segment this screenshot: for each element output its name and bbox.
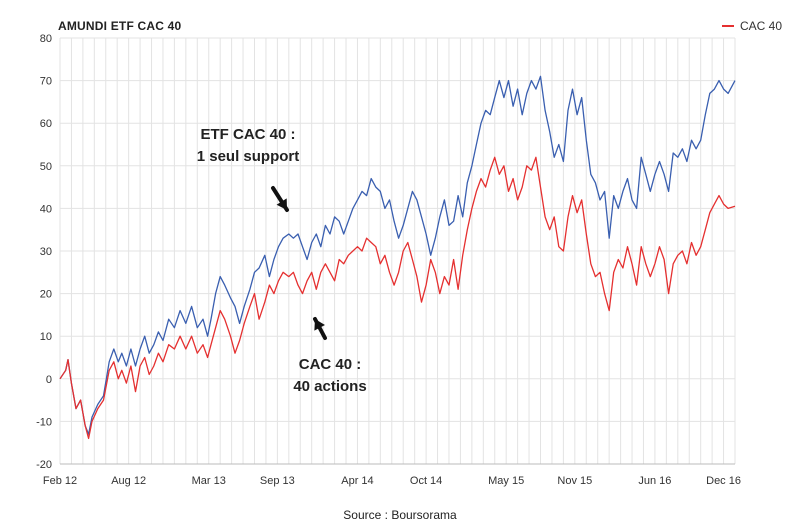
x-tick-label: Oct 14 — [410, 475, 442, 487]
x-tick-label: Apr 14 — [341, 475, 373, 487]
y-tick-label: -10 — [36, 416, 52, 428]
annotation-arrowhead — [276, 198, 287, 210]
annotation-text: 40 actions — [293, 378, 366, 395]
y-tick-label: 0 — [46, 374, 52, 386]
chart-title: AMUNDI ETF CAC 40 — [58, 19, 182, 33]
y-tick-label: 30 — [40, 246, 52, 258]
y-tick-label: -20 — [36, 459, 52, 471]
y-tick-label: 70 — [40, 76, 52, 88]
y-tick-label: 50 — [40, 161, 52, 173]
x-tick-label: Sep 13 — [260, 475, 295, 487]
annotation-text: CAC 40 : — [299, 356, 362, 373]
y-tick-label: 60 — [40, 118, 52, 130]
legend-label-cac40: CAC 40 — [739, 19, 782, 33]
x-tick-label: Aug 12 — [111, 475, 146, 487]
x-tick-label: Jun 16 — [638, 475, 671, 487]
x-tick-label: May 15 — [488, 475, 524, 487]
series-line-etf — [59, 75, 736, 435]
source-note: Source : Boursorama — [343, 508, 457, 522]
legend[interactable]: CAC 40 — [721, 19, 782, 33]
x-tick-label: Nov 15 — [557, 475, 592, 487]
annotation-arrowhead — [314, 319, 325, 331]
x-tick-label: Mar 13 — [192, 475, 226, 487]
legend-swatch-cac40 — [721, 25, 734, 27]
annotation-text: 1 seul support — [197, 148, 300, 165]
y-tick-label: 40 — [40, 203, 52, 215]
annotation-text: ETF CAC 40 : — [200, 126, 295, 143]
y-tick-label: 80 — [40, 33, 52, 45]
y-tick-label: 20 — [40, 289, 52, 301]
x-tick-label: Dec 16 — [706, 475, 741, 487]
y-tick-label: 10 — [40, 331, 52, 343]
series-line-cac40 — [59, 156, 736, 440]
x-tick-label: Feb 12 — [43, 475, 77, 487]
